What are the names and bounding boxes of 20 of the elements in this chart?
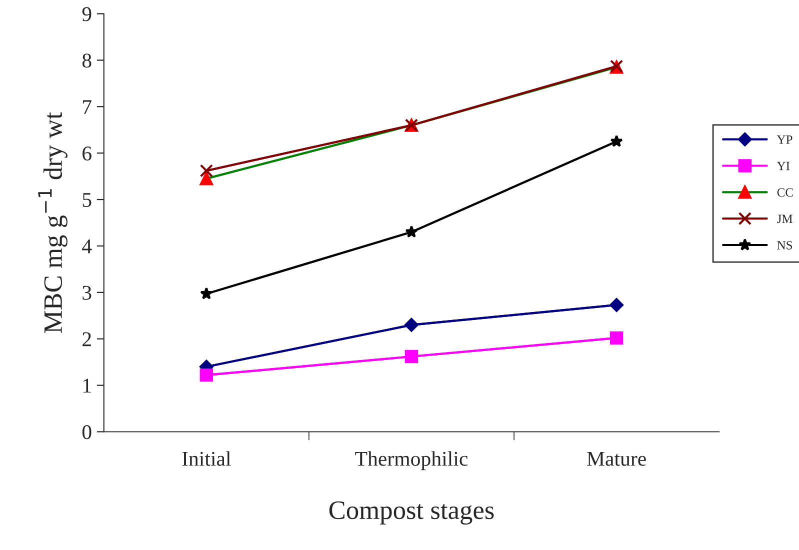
legend-label: YP: [776, 136, 792, 144]
y-tick-label: 8: [82, 54, 92, 68]
legend-label: NS: [777, 241, 792, 250]
x-tick-label: Thermophilic: [355, 451, 468, 470]
legend-label: CC: [777, 188, 793, 197]
y-tick-label: 2: [82, 332, 91, 346]
y-tick-label: 3: [82, 286, 92, 300]
legend-label: YI: [776, 162, 790, 170]
y-tick-label: 9: [82, 7, 92, 22]
y-tick-label: 5: [82, 193, 92, 207]
y-tick-label: 1: [83, 378, 91, 393]
y-tick-label: 0: [82, 425, 92, 440]
x-axis-title: Compost stages: [329, 501, 494, 525]
y-tick-label: 4: [82, 239, 92, 254]
y-axis-title: MBC mg g$^{−1}$ dry wt: [38, 112, 68, 333]
legend-label: JM: [777, 214, 792, 224]
x-tick-label: Mature: [587, 452, 646, 466]
y-tick-label: 6: [82, 146, 92, 161]
y-tick-label: 7: [83, 100, 92, 114]
x-tick-label: Initial: [182, 451, 231, 466]
